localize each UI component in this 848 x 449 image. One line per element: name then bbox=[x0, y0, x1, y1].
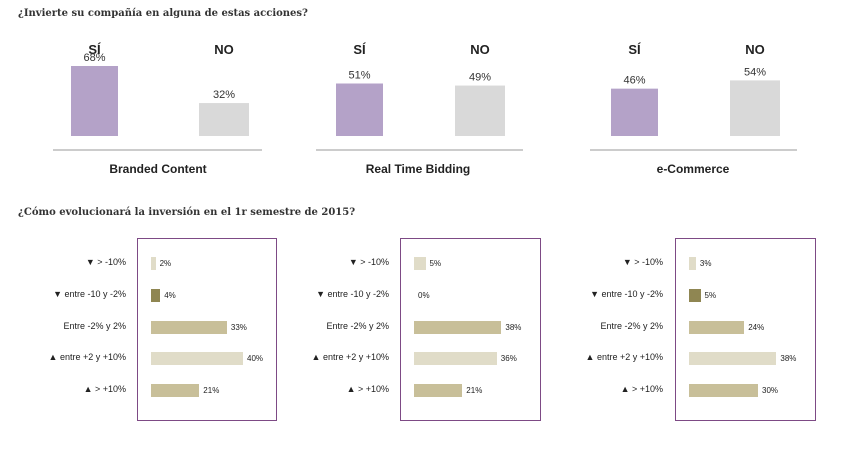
value-label: 38% bbox=[505, 323, 522, 332]
row-label: ▲ entre +2 y +10% bbox=[585, 352, 663, 362]
row-label: Entre -2% y 2% bbox=[326, 321, 389, 331]
row-label: ▲ entre +2 y +10% bbox=[311, 352, 389, 362]
value-label: 49% bbox=[469, 72, 491, 84]
bar-no bbox=[455, 85, 505, 136]
value-label: 2% bbox=[159, 259, 172, 268]
chart-title: Branded Content bbox=[109, 162, 206, 176]
value-label: 21% bbox=[466, 386, 483, 395]
row-label: ▲ entre +2 y +10% bbox=[48, 352, 126, 362]
category-label: NO bbox=[745, 42, 765, 57]
row-label: ▼ > -10% bbox=[348, 257, 389, 267]
value-label: 24% bbox=[748, 323, 765, 332]
chart-frame bbox=[400, 238, 541, 421]
chart-frame bbox=[675, 238, 816, 421]
value-label: 51% bbox=[348, 70, 370, 82]
row-label: Entre -2% y 2% bbox=[600, 321, 663, 331]
value-label: 5% bbox=[704, 291, 717, 300]
question-2-title: ¿Cómo evolucionará la inversión en el 1r… bbox=[18, 207, 356, 218]
row-label: ▲ > +10% bbox=[83, 384, 126, 394]
bar bbox=[151, 289, 161, 302]
bar bbox=[689, 289, 701, 302]
category-label: SÍ bbox=[88, 42, 101, 57]
bar bbox=[414, 352, 497, 365]
row-label: ▼ > -10% bbox=[622, 257, 663, 267]
bar bbox=[689, 257, 696, 270]
category-label: NO bbox=[214, 42, 234, 57]
bar bbox=[151, 257, 156, 270]
value-label: 40% bbox=[247, 354, 264, 363]
bar bbox=[689, 352, 777, 365]
chart-title: e-Commerce bbox=[657, 162, 730, 176]
row-label: Entre -2% y 2% bbox=[63, 321, 126, 331]
bar bbox=[414, 321, 502, 334]
value-label: 68% bbox=[83, 52, 105, 64]
row-label: ▼ entre -10 y -2% bbox=[316, 289, 389, 299]
bar bbox=[151, 321, 227, 334]
value-label: 0% bbox=[418, 291, 430, 300]
bar bbox=[689, 384, 758, 397]
row-label: ▼ entre -10 y -2% bbox=[590, 289, 663, 299]
value-label: 46% bbox=[623, 75, 645, 87]
value-label: 32% bbox=[213, 89, 235, 101]
bar bbox=[414, 384, 463, 397]
value-label: 5% bbox=[429, 259, 442, 268]
bar-no bbox=[199, 103, 249, 136]
category-label: NO bbox=[470, 42, 490, 57]
value-label: 36% bbox=[500, 354, 517, 363]
value-label: 21% bbox=[203, 386, 220, 395]
bar bbox=[151, 384, 200, 397]
chart-frame bbox=[137, 238, 277, 421]
bar bbox=[689, 321, 745, 334]
row-label: ▼ > -10% bbox=[85, 257, 126, 267]
bar bbox=[151, 352, 243, 365]
bar-si bbox=[71, 66, 118, 136]
value-label: 38% bbox=[780, 354, 797, 363]
row-label: ▲ > +10% bbox=[346, 384, 389, 394]
bar-si bbox=[611, 88, 658, 136]
value-label: 4% bbox=[164, 291, 176, 300]
value-label: 30% bbox=[762, 386, 779, 395]
bar-no bbox=[730, 80, 780, 136]
value-label: 54% bbox=[744, 66, 766, 78]
question-1-title: ¿Invierte su compañía en alguna de estas… bbox=[18, 8, 308, 19]
value-label: 3% bbox=[699, 259, 712, 268]
bar-si bbox=[336, 83, 383, 136]
value-label: 33% bbox=[230, 323, 247, 332]
row-label: ▼ entre -10 y -2% bbox=[53, 289, 126, 299]
bar bbox=[414, 257, 426, 270]
category-label: SÍ bbox=[353, 42, 366, 57]
chart-title: Real Time Bidding bbox=[366, 162, 470, 176]
category-label: SÍ bbox=[628, 42, 641, 57]
row-label: ▲ > +10% bbox=[620, 384, 663, 394]
